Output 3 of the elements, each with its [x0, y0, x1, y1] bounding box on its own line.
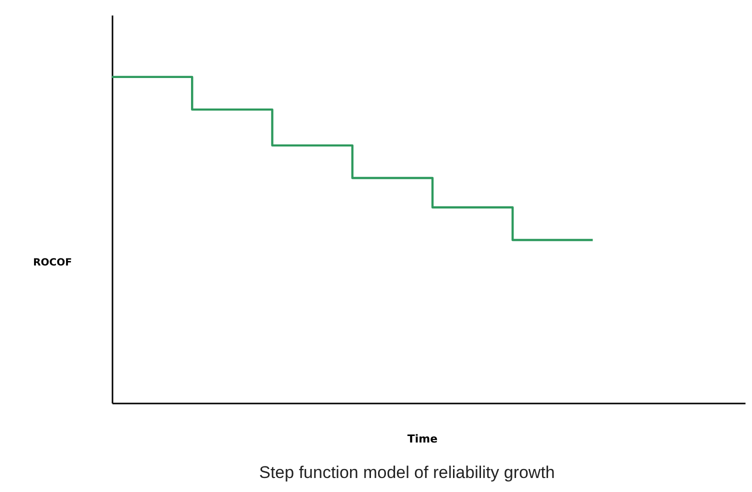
text: Step function model of reliability growth	[259, 463, 555, 482]
x-axis-title: Time	[407, 432, 438, 446]
y-axis-title: ROCOF	[33, 258, 72, 268]
